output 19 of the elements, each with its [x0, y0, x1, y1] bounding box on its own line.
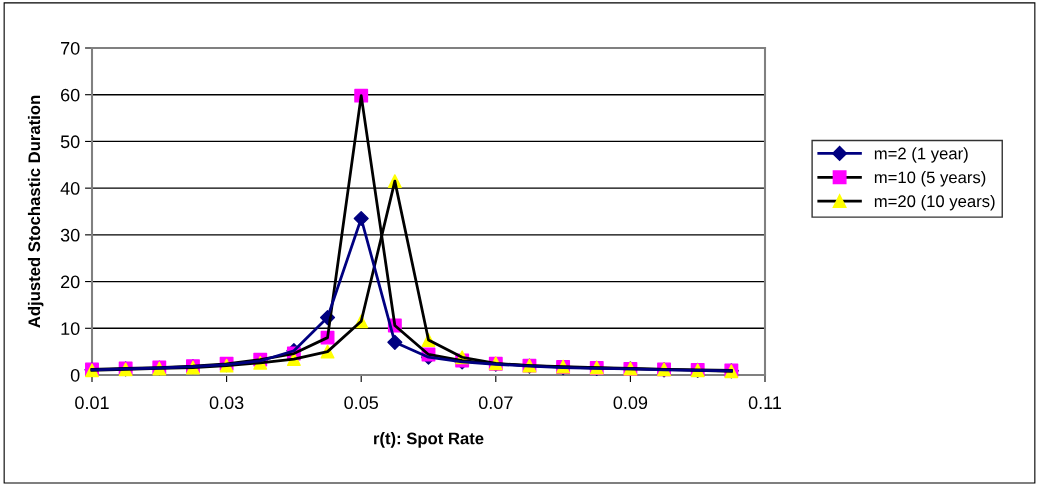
y-tick-label: 10	[61, 322, 80, 336]
y-axis-title: Adjusted Stochastic Duration	[27, 95, 44, 328]
x-tick-label: 0.11	[748, 396, 782, 410]
legend-label: m=10 (5 years)	[874, 171, 986, 187]
y-tick-label: 50	[60, 135, 80, 149]
y-tick-label: 60	[61, 88, 80, 102]
x-tick-label: 0.01	[75, 396, 109, 410]
y-tick-label: 70	[61, 41, 80, 55]
x-tick-label: 0.03	[209, 396, 244, 410]
y-tick-label: 0	[70, 368, 80, 382]
y-tick-label: 20	[61, 275, 80, 289]
x-axis-title: r(t): Spot Rate	[374, 432, 484, 448]
legend-label: m=2 (1 year)	[874, 147, 968, 163]
x-tick-label: 0.09	[613, 396, 648, 410]
y-tick-label: 40	[60, 182, 80, 195]
x-tick-label: 0.05	[344, 396, 379, 410]
x-tick-label: 0.07	[478, 396, 513, 410]
legend-label: m=20 (10 years)	[874, 194, 995, 211]
y-tick-label: 30	[60, 228, 80, 242]
